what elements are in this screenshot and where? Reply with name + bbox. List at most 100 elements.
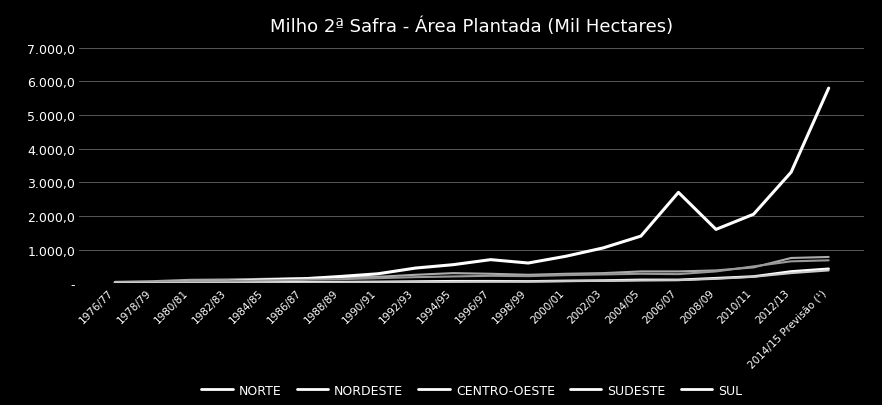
NORTE: [297, 280, 308, 285]
CENTRO-OESTE: [185, 280, 196, 285]
SUL: [636, 278, 647, 283]
Line: CENTRO-OESTE: CENTRO-OESTE: [115, 89, 829, 283]
SUL: [523, 279, 534, 284]
NORDESTE: [147, 279, 158, 284]
CENTRO-OESTE: [711, 227, 721, 232]
NORDESTE: [335, 275, 346, 280]
NORTE: [636, 278, 647, 283]
CENTRO-OESTE: [636, 234, 647, 239]
SUDESTE: [222, 279, 233, 284]
NORDESTE: [711, 269, 721, 273]
NORDESTE: [485, 272, 496, 277]
SUDESTE: [560, 273, 571, 278]
NORTE: [335, 280, 346, 285]
NORDESTE: [523, 273, 534, 277]
NORTE: [824, 266, 834, 271]
NORDESTE: [786, 256, 796, 261]
NORDESTE: [673, 269, 684, 274]
NORDESTE: [824, 255, 834, 260]
CENTRO-OESTE: [748, 212, 759, 217]
NORDESTE: [185, 278, 196, 283]
SUDESTE: [335, 277, 346, 282]
NORTE: [485, 279, 496, 284]
NORTE: [673, 278, 684, 283]
Legend: NORTE, NORDESTE, CENTRO-OESTE, SUDESTE, SUL: NORTE, NORDESTE, CENTRO-OESTE, SUDESTE, …: [197, 379, 747, 402]
SUDESTE: [598, 272, 609, 277]
SUDESTE: [786, 259, 796, 264]
Line: SUDESTE: SUDESTE: [115, 261, 829, 283]
NORDESTE: [373, 275, 384, 279]
CENTRO-OESTE: [147, 281, 158, 286]
SUDESTE: [824, 258, 834, 263]
CENTRO-OESTE: [824, 86, 834, 91]
SUL: [748, 275, 759, 279]
SUL: [185, 281, 196, 286]
Title: Milho 2ª Safra - Área Plantada (Mil Hectares): Milho 2ª Safra - Área Plantada (Mil Hect…: [270, 17, 674, 36]
SUDESTE: [260, 278, 271, 283]
CENTRO-OESTE: [109, 281, 120, 286]
SUL: [485, 279, 496, 284]
NORTE: [185, 280, 196, 285]
SUL: [673, 278, 684, 283]
SUL: [222, 281, 233, 286]
CENTRO-OESTE: [410, 266, 421, 271]
SUL: [410, 280, 421, 285]
NORDESTE: [410, 273, 421, 277]
SUL: [335, 280, 346, 285]
CENTRO-OESTE: [560, 254, 571, 259]
CENTRO-OESTE: [260, 278, 271, 283]
SUDESTE: [523, 274, 534, 279]
SUDESTE: [636, 272, 647, 277]
NORTE: [560, 279, 571, 284]
SUL: [711, 277, 721, 281]
NORTE: [711, 276, 721, 281]
SUDESTE: [297, 278, 308, 283]
CENTRO-OESTE: [373, 272, 384, 277]
NORTE: [523, 279, 534, 284]
SUDESTE: [448, 274, 459, 279]
CENTRO-OESTE: [598, 246, 609, 251]
NORDESTE: [560, 272, 571, 277]
NORTE: [786, 269, 796, 274]
SUDESTE: [711, 269, 721, 274]
CENTRO-OESTE: [297, 277, 308, 281]
Line: NORTE: NORTE: [115, 269, 829, 283]
Line: SUL: SUL: [115, 271, 829, 283]
NORTE: [109, 281, 120, 286]
SUDESTE: [748, 264, 759, 269]
Line: NORDESTE: NORDESTE: [115, 257, 829, 282]
CENTRO-OESTE: [222, 279, 233, 284]
SUL: [297, 280, 308, 285]
SUDESTE: [673, 272, 684, 277]
NORDESTE: [260, 277, 271, 281]
SUDESTE: [109, 280, 120, 285]
CENTRO-OESTE: [523, 261, 534, 266]
NORDESTE: [109, 280, 120, 285]
NORTE: [147, 281, 158, 286]
SUDESTE: [185, 279, 196, 284]
SUL: [560, 279, 571, 284]
NORDESTE: [448, 271, 459, 276]
NORDESTE: [598, 271, 609, 276]
SUDESTE: [485, 274, 496, 279]
SUL: [260, 281, 271, 286]
CENTRO-OESTE: [448, 262, 459, 267]
NORTE: [748, 274, 759, 279]
NORTE: [260, 280, 271, 285]
NORTE: [222, 280, 233, 285]
SUL: [147, 281, 158, 286]
SUDESTE: [147, 280, 158, 285]
NORDESTE: [297, 276, 308, 281]
SUL: [373, 280, 384, 285]
NORTE: [373, 280, 384, 285]
CENTRO-OESTE: [485, 258, 496, 262]
SUL: [786, 271, 796, 276]
CENTRO-OESTE: [786, 171, 796, 175]
SUL: [598, 279, 609, 284]
CENTRO-OESTE: [673, 190, 684, 195]
SUDESTE: [373, 276, 384, 281]
SUDESTE: [410, 275, 421, 280]
NORDESTE: [748, 265, 759, 270]
NORDESTE: [636, 269, 647, 274]
NORTE: [448, 279, 459, 284]
